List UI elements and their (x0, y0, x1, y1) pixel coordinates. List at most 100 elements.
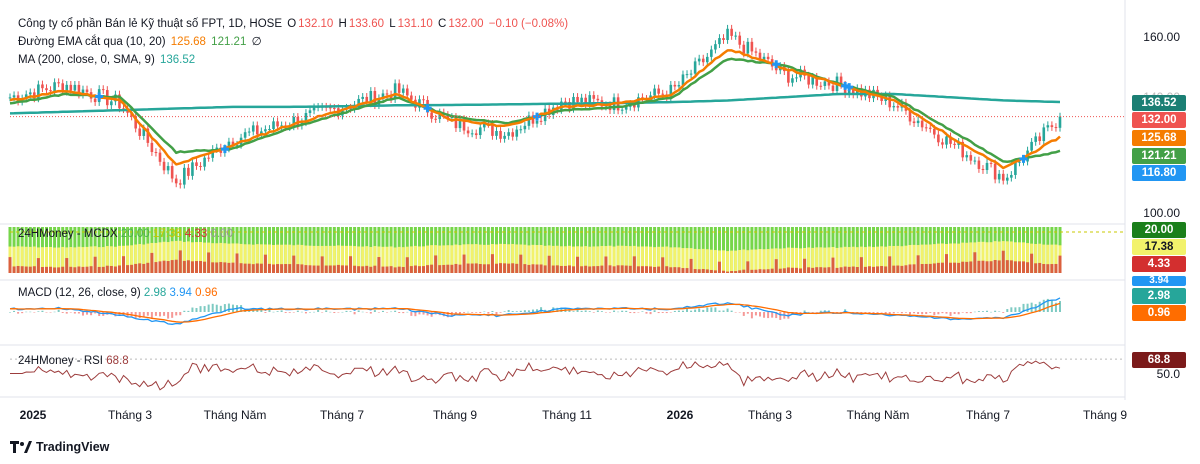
mcdx-red-bar (1054, 263, 1058, 273)
macd-histogram-bar (600, 311, 603, 312)
macd-histogram-bar (767, 312, 770, 319)
macd-histogram-bar (73, 312, 76, 314)
candle-body (503, 135, 506, 139)
candle-body (191, 162, 194, 176)
macd-histogram-bar (25, 311, 28, 313)
candle-body (235, 144, 239, 146)
mcdx-yellow-bar (665, 246, 669, 273)
mcdx-red-bar (989, 261, 993, 273)
mcdx-yellow-bar (219, 242, 223, 273)
price-axis-label-top: 160.00 (1143, 30, 1180, 44)
macd-histogram-bar (406, 311, 409, 313)
macd-histogram-bar (479, 312, 482, 314)
mcdx-red-bar (32, 266, 36, 273)
x-label-6: 2026 (666, 408, 694, 422)
mcdx-red-bar (709, 269, 713, 273)
mcdx-red-bar (470, 263, 474, 273)
macd-histogram-bar (734, 312, 737, 313)
macd-histogram-bar (191, 307, 194, 312)
rsi-legend[interactable]: 24HMoney - RSI 68.8 (18, 355, 129, 367)
mcdx-red-bar (657, 266, 661, 273)
mcdx-red-bar (961, 261, 965, 273)
macd-histogram-bar (1022, 303, 1025, 312)
rsi-axis-label-mid: 50.0 (1156, 367, 1180, 381)
mcdx-yellow-bar (486, 244, 490, 273)
macd-histogram-bar (499, 312, 502, 313)
mcdx-red-bar (146, 262, 150, 273)
mcdx-yellow-bar (920, 244, 924, 273)
mcdx-red-bar (117, 265, 121, 273)
mcdx-red-bar (474, 263, 478, 273)
mcdx-red-bar (782, 268, 786, 273)
macd-histogram-bar (341, 311, 344, 313)
mcdx-yellow-bar (393, 247, 397, 273)
mcdx-red-bar (263, 254, 267, 273)
candle-body (811, 76, 815, 85)
mcdx-red-bar (499, 263, 503, 273)
mcdx-red-bar (572, 266, 576, 273)
macd-histogram-bar (730, 310, 733, 312)
macd-histogram-bar (276, 311, 279, 312)
macd-legend[interactable]: MACD (12, 26, close, 9) 2.98 3.94 0.96 (18, 287, 218, 299)
mcdx-red-bar (576, 256, 580, 273)
candle-body (478, 127, 482, 136)
macd-histogram-bar (864, 312, 867, 313)
candle-body (381, 93, 385, 99)
mcdx-red-bar (681, 268, 685, 273)
macd-histogram-bar (815, 312, 818, 313)
tradingview-logo[interactable]: TradingView (10, 440, 109, 454)
candle-body (37, 84, 40, 99)
mcdx-yellow-bar (85, 246, 89, 273)
mcdx-red-bar (969, 261, 973, 273)
mcdx-red-bar (53, 267, 57, 273)
candle-body (187, 167, 190, 176)
mcdx-red-bar (486, 264, 490, 273)
macd-histogram-bar (321, 312, 324, 313)
mcdx-red-bar (547, 255, 551, 273)
macd-histogram-bar (21, 312, 24, 314)
candle-body (576, 96, 579, 103)
macd-histogram-bar (377, 312, 380, 313)
candle-body (393, 83, 397, 100)
ema-legend[interactable]: Đường EMA cắt qua (10, 20) 125.68 121.21… (18, 34, 264, 50)
mcdx-red-bar (985, 261, 989, 273)
candle-body (1054, 127, 1058, 129)
macd-histogram-bar (487, 312, 490, 314)
mcdx-yellow-bar (446, 245, 450, 273)
candle-body (527, 115, 531, 126)
macd-histogram-bar (130, 312, 133, 317)
macd-histogram-bar (329, 311, 332, 313)
mcdx-green-bar (717, 227, 721, 273)
mcdx-yellow-bar (413, 245, 417, 273)
macd-histogram-bar (686, 308, 689, 312)
mcdx-yellow-bar (640, 246, 644, 273)
mcdx-red-bar (1038, 262, 1042, 273)
mcdx-yellow-bar (790, 247, 794, 273)
mcdx-red-bar (936, 262, 940, 273)
candle-body (361, 96, 365, 99)
mcdx-red-bar (928, 263, 932, 273)
macd-histogram-bar (690, 310, 693, 312)
mcdx-red-bar (859, 257, 863, 273)
candle-body (758, 52, 762, 60)
macd-histogram-bar (167, 312, 170, 319)
candle-body (365, 96, 369, 104)
macd-histogram-bar (349, 311, 352, 312)
mcdx-red-bar (653, 266, 657, 273)
candle-body (397, 83, 401, 93)
macd-histogram-bar (333, 312, 336, 314)
macd-histogram-bar (1014, 307, 1017, 312)
mcdx-legend[interactable]: 24HMoney - MCDX 20.00 17.38 4.33 0.00 (18, 228, 233, 240)
candle-body (714, 44, 717, 50)
macd-histogram-bar (507, 309, 510, 312)
mcdx-red-value: 4.33 (184, 228, 208, 240)
ma-legend[interactable]: MA (200, close, 0, SMA, 9) 136.52 (18, 52, 197, 68)
mcdx-red-bar (669, 267, 673, 273)
mcdx-yellow-bar (57, 247, 61, 273)
ema-extra: ∅ (251, 36, 262, 48)
mcdx-yellow-bar (474, 244, 478, 273)
macd-histogram-bar (159, 312, 161, 317)
candle-body (941, 142, 944, 145)
price-axis-label-bottom: 100.00 (1143, 206, 1180, 220)
mcdx-red-bar (328, 265, 332, 273)
